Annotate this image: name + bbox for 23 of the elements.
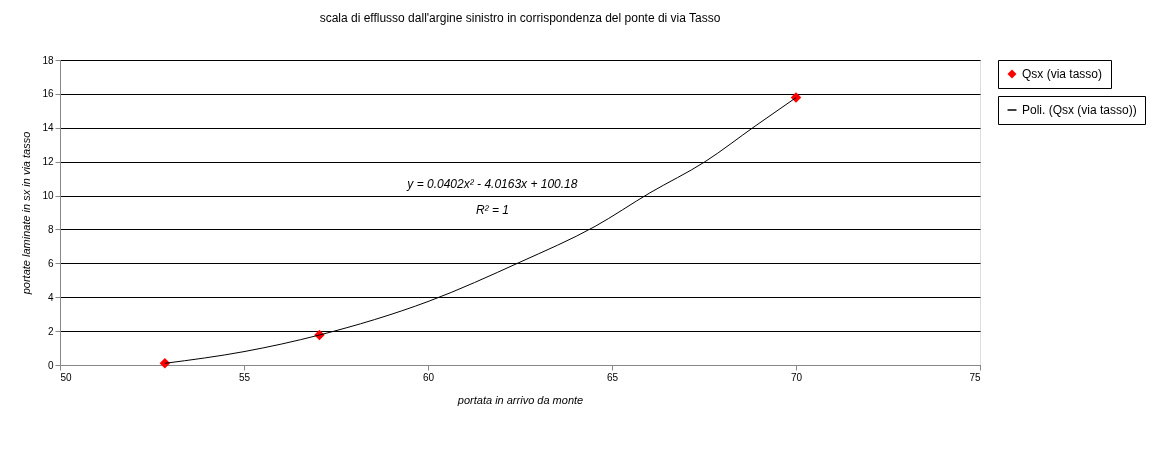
y-tick-label: 2: [47, 325, 54, 337]
x-tick-label: 70: [790, 371, 803, 383]
annotation: R² = 1: [475, 202, 509, 217]
x-tick-label: 60: [422, 371, 435, 383]
x-tick-label: 75: [969, 371, 981, 383]
x-axis-title: portata in arrivo da monte: [456, 393, 584, 406]
y-tick-label: 6: [47, 257, 54, 269]
y-tick-label: 8: [47, 223, 54, 235]
annotation: y = 0.0402x² - 4.0163x + 100.18: [406, 176, 578, 191]
chart-title: scala di efflusso dall'argine sinistro in corrispondenza del ponte di via Tasso: [319, 11, 721, 25]
legend-label: Poli. (Qsx (via tasso)): [1022, 103, 1137, 117]
x-tick-label: 55: [238, 371, 251, 383]
y-tick-label: 16: [42, 88, 54, 100]
x-tick-label: 50: [60, 371, 73, 383]
y-tick-label: 0: [47, 359, 54, 371]
legend-label: Qsx (via tasso): [1022, 67, 1103, 81]
y-tick-label: 10: [42, 190, 54, 202]
y-tick-label: 18: [42, 54, 54, 66]
x-tick-label: 65: [606, 371, 619, 383]
y-axis-title: portate laminate in sx in via tasso: [20, 131, 33, 296]
y-tick-label: 14: [42, 122, 54, 134]
y-tick-label: 4: [47, 291, 54, 303]
y-tick-label: 12: [42, 156, 54, 168]
